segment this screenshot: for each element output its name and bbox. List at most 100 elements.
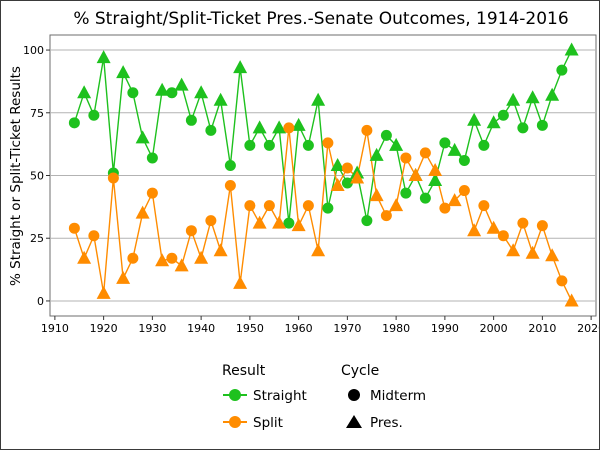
data-point-split-1944 [213, 243, 228, 257]
legend-pres-triangle-icon [346, 415, 362, 428]
data-point-straight-1970 [341, 177, 353, 189]
y-tick-label-100: 100 [23, 44, 44, 57]
data-point-straight-1940 [194, 85, 209, 99]
data-point-straight-1988 [428, 173, 443, 187]
data-point-straight-2014 [556, 64, 568, 76]
data-point-straight-2004 [506, 92, 521, 106]
data-point-straight-1948 [233, 60, 248, 74]
legend-straight-label: Straight [253, 388, 307, 404]
data-point-split-1916 [77, 250, 92, 264]
legend-item-midterm: Midterm [348, 388, 426, 404]
data-point-split-2004 [506, 243, 521, 257]
data-point-split-2016 [564, 293, 579, 307]
x-tick-label-1950: 1950 [236, 322, 264, 335]
data-point-straight-1992 [447, 142, 462, 156]
data-point-split-1966 [322, 137, 334, 149]
data-point-split-2006 [517, 217, 529, 229]
legend-item-pres: Pres. [346, 415, 403, 431]
data-point-straight-2012 [545, 87, 560, 101]
data-point-split-1946 [224, 180, 236, 192]
data-point-split-1976 [369, 188, 384, 202]
data-point-split-1950 [244, 200, 256, 212]
data-point-straight-1926 [127, 87, 139, 99]
data-point-straight-1960 [291, 117, 306, 131]
data-point-straight-1944 [213, 92, 228, 106]
data-point-straight-1996 [467, 112, 482, 126]
data-point-straight-1958 [283, 217, 295, 229]
data-point-split-1940 [194, 250, 209, 264]
data-point-straight-1964 [311, 92, 326, 106]
x-tick-label-1930: 1930 [138, 322, 166, 335]
data-point-split-1986 [419, 147, 431, 159]
data-point-split-1984 [408, 168, 423, 181]
data-point-split-1928 [135, 205, 150, 219]
x-tick-label-1970: 1970 [333, 322, 361, 335]
legend: Result Straight Split Cycle Midterm Pres… [222, 363, 426, 431]
y-tick-label-75: 75 [30, 107, 44, 120]
data-point-split-1968 [330, 178, 345, 192]
data-point-straight-1942 [205, 124, 217, 136]
data-point-straight-1998 [478, 139, 490, 151]
data-point-split-1992 [447, 193, 462, 207]
data-point-split-1962 [302, 200, 314, 212]
data-point-split-1982 [400, 152, 412, 164]
data-point-straight-1986 [419, 192, 431, 204]
data-point-straight-1976 [369, 147, 384, 161]
legend-result-title: Result [222, 363, 266, 379]
series-line-split [73, 127, 573, 302]
data-point-straight-1946 [224, 159, 236, 171]
data-point-split-1924 [116, 270, 131, 284]
data-point-straight-1920 [96, 50, 111, 64]
data-point-straight-1982 [400, 187, 412, 199]
series-line-straight [73, 49, 573, 224]
data-point-straight-2016 [564, 42, 579, 56]
data-point-straight-1924 [116, 65, 131, 79]
x-axis-ticks: 1910 1920 1930 1940 1950 1960 1970 1980 1990 2000… [41, 316, 600, 335]
data-point-straight-1936 [174, 77, 189, 91]
data-point-straight-1962 [302, 139, 314, 151]
data-point-split-1942 [205, 215, 217, 227]
data-point-split-2010 [536, 220, 548, 232]
y-tick-label-0: 0 [37, 295, 44, 308]
data-point-straight-1918 [88, 109, 100, 121]
legend-split-label: Split [253, 415, 283, 431]
data-point-split-1964 [311, 243, 326, 257]
x-tick-label-1940: 1940 [187, 322, 215, 335]
x-tick-label-2010: 2010 [528, 322, 556, 335]
data-point-split-2012 [545, 248, 560, 262]
legend-split-point-swatch [229, 416, 241, 428]
data-point-split-1960 [291, 218, 306, 232]
data-point-straight-1978 [380, 129, 392, 141]
data-point-straight-1990 [439, 137, 451, 149]
x-tick-label-1920: 1920 [90, 322, 118, 335]
data-point-split-1952 [252, 215, 267, 229]
y-axis-ticks: 0 25 50 75 100 [23, 44, 50, 308]
data-point-straight-1932 [155, 82, 170, 96]
data-point-straight-2000 [486, 115, 501, 129]
legend-midterm-circle-icon [348, 389, 360, 401]
data-point-split-1998 [478, 200, 490, 212]
data-point-split-1954 [263, 200, 275, 212]
series-lines [73, 49, 573, 302]
x-tick-label-2000: 2000 [480, 322, 508, 335]
data-point-split-1920 [96, 285, 111, 299]
data-point-straight-1916 [77, 85, 92, 99]
x-tick-label-2020: 2020 [577, 322, 599, 335]
data-point-split-1936 [174, 258, 189, 272]
data-point-straight-2006 [517, 122, 529, 134]
data-point-split-1956 [272, 215, 287, 229]
data-point-split-2014 [556, 275, 568, 287]
data-point-split-1996 [467, 223, 482, 237]
data-point-straight-2002 [497, 109, 509, 121]
data-point-split-1938 [185, 225, 197, 237]
data-point-split-1930 [146, 187, 158, 199]
chart-title: % Straight/Split-Ticket Pres.-Senate Out… [73, 9, 568, 29]
data-point-split-1934 [166, 252, 178, 264]
data-point-straight-1980 [389, 137, 404, 151]
data-point-straight-1954 [263, 139, 275, 151]
data-point-split-1922 [107, 172, 119, 184]
data-point-split-1926 [127, 252, 139, 264]
